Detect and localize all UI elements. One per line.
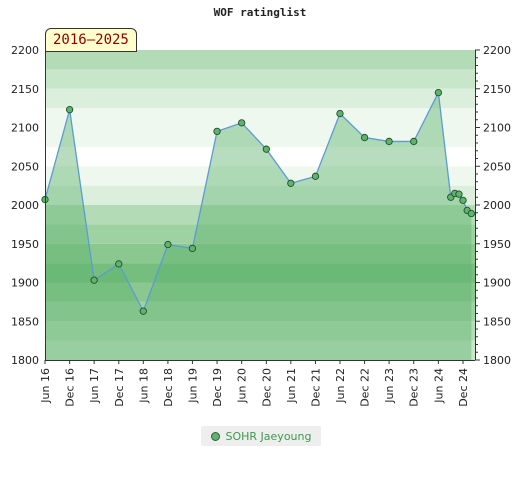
y-tick-label-right: 1950	[483, 238, 511, 251]
background-band	[45, 321, 475, 341]
data-point	[139, 307, 147, 315]
series-area	[45, 92, 472, 360]
legend-marker-icon	[210, 431, 220, 441]
background-band	[45, 146, 475, 167]
series-area-layer	[45, 92, 472, 360]
y-tick-label-left: 1950	[11, 238, 39, 251]
legend-label: SOHR Jaeyoung	[225, 429, 312, 443]
y-tick-label-right: 2150	[483, 83, 511, 96]
background-band	[45, 263, 475, 283]
data-point	[164, 240, 172, 249]
x-tick-label: Jun 18	[137, 368, 150, 404]
background-band	[45, 185, 475, 205]
x-tick-label: Jun 16	[39, 368, 52, 404]
x-tick-label: Dec 18	[162, 368, 175, 407]
background-band	[45, 127, 475, 147]
data-point	[311, 172, 320, 180]
background-band	[45, 88, 475, 109]
y-tick-label-right: 2000	[483, 199, 511, 212]
x-tick-label: Jun 24	[432, 368, 445, 404]
series-marker-layer	[41, 88, 476, 315]
background-bands	[45, 50, 475, 360]
y-tick-label-left: 2000	[11, 199, 39, 212]
data-point	[188, 244, 197, 253]
y-tick-label-right: 1800	[483, 354, 511, 367]
x-tick-label: Jun 17	[88, 368, 101, 404]
data-point	[115, 260, 123, 268]
background-band	[45, 243, 475, 264]
data-point	[262, 145, 270, 153]
x-tick-label: Dec 16	[64, 368, 77, 407]
x-tick-label: Jun 20	[236, 368, 249, 404]
x-tick-label: Dec 22	[359, 368, 372, 407]
period-badge: 2016–2025	[45, 28, 137, 52]
x-tick-label: Jun 22	[334, 368, 347, 404]
data-point	[90, 276, 98, 284]
y-tick-label-right: 1900	[483, 277, 511, 290]
background-band	[45, 205, 475, 225]
x-tick-label: Dec 24	[457, 368, 470, 407]
data-point	[336, 109, 344, 118]
background-band	[45, 108, 475, 128]
y-tick-label-right: 1850	[483, 315, 511, 328]
background-band	[45, 301, 475, 322]
y-tick-label-left: 2100	[11, 122, 39, 135]
data-point	[410, 137, 418, 146]
y-tick-label-left: 1800	[11, 354, 39, 367]
y-tick-label-right: 2100	[483, 122, 511, 135]
x-tick-label: Dec 23	[408, 368, 421, 407]
background-band	[45, 69, 475, 89]
x-tick-label: Jun 23	[383, 368, 396, 404]
y-tick-label-right: 2200	[483, 44, 511, 57]
data-point	[459, 196, 467, 205]
chart-title: WOF ratinglist	[213, 6, 307, 19]
data-point	[385, 137, 393, 146]
legend[interactable]: SOHR Jaeyoung	[201, 426, 321, 446]
data-point	[287, 179, 295, 187]
x-tick-label: Jun 19	[186, 368, 199, 404]
x-tick-label: Dec 19	[211, 368, 224, 407]
background-band	[45, 340, 475, 360]
y-tick-label-right: 2050	[483, 160, 511, 173]
y-tick-label-left: 2150	[11, 83, 39, 96]
data-point	[467, 209, 476, 218]
data-point	[65, 106, 74, 114]
y-tick-label-left: 1850	[11, 315, 39, 328]
y-tick-label-left: 2200	[11, 44, 39, 57]
data-point	[434, 88, 443, 97]
background-band	[45, 224, 475, 244]
x-tick-label: Dec 17	[113, 368, 126, 407]
y-tick-label-left: 1900	[11, 277, 39, 290]
background-band	[45, 166, 475, 186]
x-tick-label: Dec 21	[309, 368, 322, 407]
data-point	[455, 190, 463, 198]
y-tick-label-left: 2050	[11, 160, 39, 173]
background-band	[45, 50, 475, 70]
data-point	[213, 127, 221, 136]
x-tick-label: Dec 20	[260, 368, 273, 407]
data-point	[360, 133, 369, 142]
axis-layer: 1800 1800 1850 1850 1900 1900 1950 1950 2000 2000…	[11, 44, 511, 407]
data-point	[238, 119, 246, 127]
x-tick-label: Jun 21	[285, 368, 298, 404]
